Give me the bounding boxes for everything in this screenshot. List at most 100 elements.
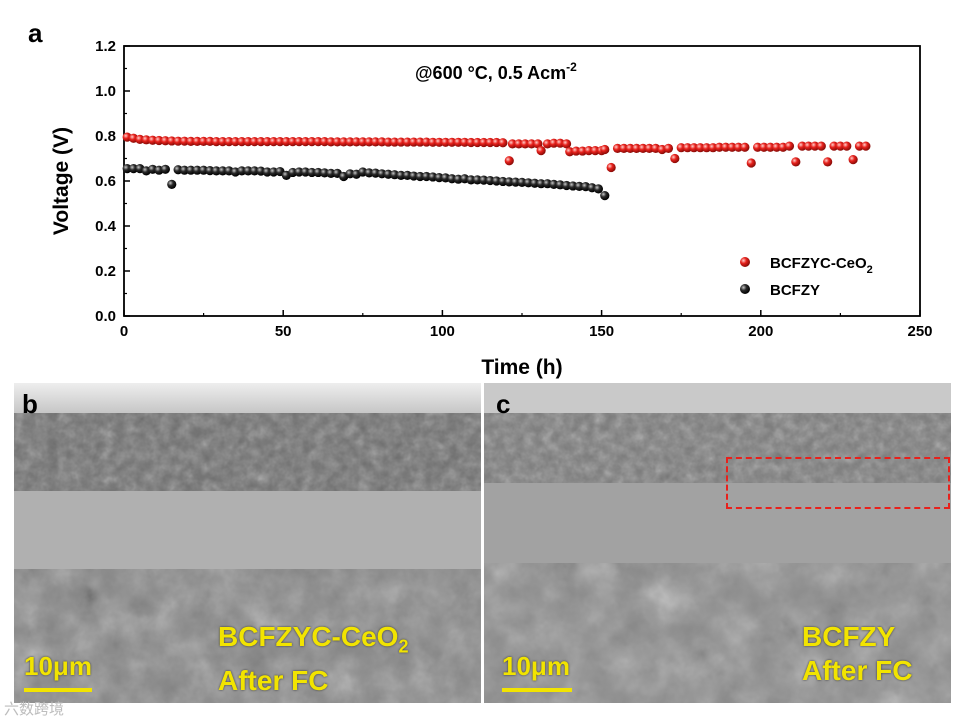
- bcfzyc-ceo2-point: [249, 137, 260, 147]
- bcfzy-point: [326, 168, 336, 178]
- bcfzyc-ceo2-point: [281, 137, 291, 147]
- bcfzyc-ceo2-point: [676, 143, 686, 153]
- bcfzyc-ceo2-point: [269, 137, 279, 147]
- y-tick-label: 0.2: [95, 263, 116, 280]
- scale-bar-c: [502, 688, 572, 692]
- x-axis-label: Time (h): [481, 356, 562, 379]
- sem-panel-c: c BCFZY After FC 10μm: [484, 383, 951, 703]
- y-axis-label: Voltage (V): [50, 127, 73, 235]
- sem-image-c: [484, 383, 951, 703]
- bcfzyc-ceo2-point: [514, 139, 524, 149]
- bcfzyc-ceo2-point: [714, 142, 725, 152]
- data-points: [122, 132, 871, 201]
- bcfzy-point: [192, 165, 202, 175]
- bcfzyc-ceo2-point: [590, 146, 600, 156]
- bcfzyc-ceo2-point: [345, 137, 355, 147]
- bcfzyc-ceo2-point: [294, 137, 304, 147]
- bcfzyc-ceo2-point: [791, 157, 801, 167]
- bcfzy-point: [237, 166, 247, 176]
- bcfzyc-ceo2-point: [727, 142, 737, 152]
- bcfzyc-ceo2-point: [733, 142, 744, 152]
- bcfzy-point: [466, 175, 476, 185]
- bcfzyc-ceo2-point: [358, 137, 368, 147]
- bcfzyc-ceo2-point: [434, 137, 444, 147]
- x-tick-label: 0: [120, 323, 128, 340]
- bcfzy-point: [160, 164, 170, 174]
- bcfzy-point: [128, 164, 139, 174]
- bcfzy-point: [218, 166, 228, 176]
- bcfzyc-ceo2-point: [536, 146, 546, 156]
- voltage-time-chart: 0 50 100 150 200 250 0.0 0.2 0.4 0.6 0.8 1.0 1.2 Tim…: [50, 38, 933, 379]
- y-tick-label: 0.0: [95, 308, 116, 325]
- bcfzyc-ceo2-point: [256, 137, 266, 147]
- bcfzyc-ceo2-point: [288, 137, 298, 147]
- bcfzyc-ceo2-point: [409, 137, 419, 147]
- bcfzyc-ceo2-point: [854, 141, 865, 151]
- bcfzyc-ceo2-point: [199, 136, 209, 146]
- bcfzyc-ceo2-point: [823, 157, 833, 167]
- bcfzyc-ceo2-point: [485, 137, 495, 148]
- sem-image-b: [14, 383, 481, 703]
- y-tick-label: 1.2: [95, 38, 116, 55]
- bcfzyc-ceo2-point: [702, 143, 712, 153]
- bcfzy-point: [186, 165, 196, 175]
- bcfzyc-ceo2-point: [415, 137, 425, 147]
- bcfzyc-ceo2-point: [632, 143, 642, 153]
- bcfzyc-ceo2-point: [689, 143, 699, 153]
- chart-annotation: @600 °C, 0.5 Acm-2: [415, 60, 577, 83]
- bcfzyc-ceo2-point: [740, 142, 750, 152]
- x-tick-label: 150: [589, 323, 614, 340]
- sample-label-c: BCFZY After FC: [802, 621, 913, 686]
- bcfzyc-ceo2-point: [472, 137, 483, 148]
- bcfzyc-ceo2-point: [663, 143, 674, 153]
- watermark-text: 六数跨境: [4, 700, 65, 718]
- bcfzyc-ceo2-point: [351, 137, 362, 147]
- bcfzyc-ceo2-point: [396, 137, 406, 147]
- bcfzyc-ceo2-point: [313, 137, 323, 147]
- bcfzy-point: [536, 179, 546, 189]
- bcfzy-point: [167, 179, 177, 189]
- bcfzyc-ceo2-point: [816, 141, 826, 151]
- bcfzyc-ceo2-point: [571, 146, 581, 156]
- bcfzyc-ceo2-point: [561, 139, 572, 149]
- panel-c-letter: c: [496, 389, 511, 419]
- bcfzy-point: [294, 167, 304, 177]
- bcfzyc-ceo2-point: [237, 137, 247, 147]
- bcfzyc-ceo2-point: [759, 142, 769, 152]
- bcfzyc-ceo2-point: [440, 137, 451, 147]
- bcfzyc-ceo2-point: [842, 141, 852, 151]
- bcfzyc-ceo2-point: [507, 139, 518, 149]
- bcfzyc-ceo2-point: [479, 137, 489, 148]
- bcfzyc-ceo2-point: [612, 143, 623, 153]
- bcfzyc-ceo2-point: [625, 143, 635, 153]
- bcfzy-point: [593, 184, 604, 194]
- x-tick-label: 100: [430, 323, 455, 340]
- bcfzyc-ceo2-point: [835, 141, 846, 151]
- bcfzyc-ceo2-point: [224, 137, 234, 147]
- legend-label-bcfzyc: BCFZYC-CeO2: [770, 255, 873, 276]
- y-tick-label: 1.0: [95, 83, 116, 100]
- bcfzyc-ceo2-point: [549, 138, 559, 148]
- bcfzy-point: [600, 191, 610, 201]
- x-tick-label: 50: [275, 323, 292, 340]
- bcfzyc-ceo2-point: [848, 155, 858, 165]
- bcfzyc-ceo2-point: [390, 137, 400, 147]
- bcfzyc-ceo2-point: [428, 137, 438, 147]
- bcfzyc-ceo2-point: [230, 137, 241, 147]
- bcfzyc-ceo2-point: [243, 137, 253, 147]
- bcfzyc-ceo2-point: [600, 144, 610, 155]
- bcfzyc-ceo2-point: [186, 136, 196, 146]
- bcfzyc-ceo2-point: [307, 137, 317, 147]
- bcfzy-point: [243, 166, 253, 176]
- y-tick-label: 0.4: [95, 218, 117, 235]
- scale-label-b: 10μm: [24, 651, 92, 681]
- bcfzyc-ceo2-point: [746, 158, 756, 168]
- bcfzyc-ceo2-point: [364, 137, 374, 147]
- bcfzyc-ceo2-point: [300, 137, 311, 147]
- bcfzyc-ceo2-point: [339, 137, 349, 147]
- bcfzyc-ceo2-point: [447, 137, 457, 147]
- bcfzyc-ceo2-point: [332, 137, 342, 147]
- bcfzyc-ceo2-point: [772, 142, 782, 152]
- sem-panel-b: b BCFZYC-CeO2 After FC 10μm: [14, 383, 481, 703]
- bcfzyc-ceo2-point: [695, 143, 705, 153]
